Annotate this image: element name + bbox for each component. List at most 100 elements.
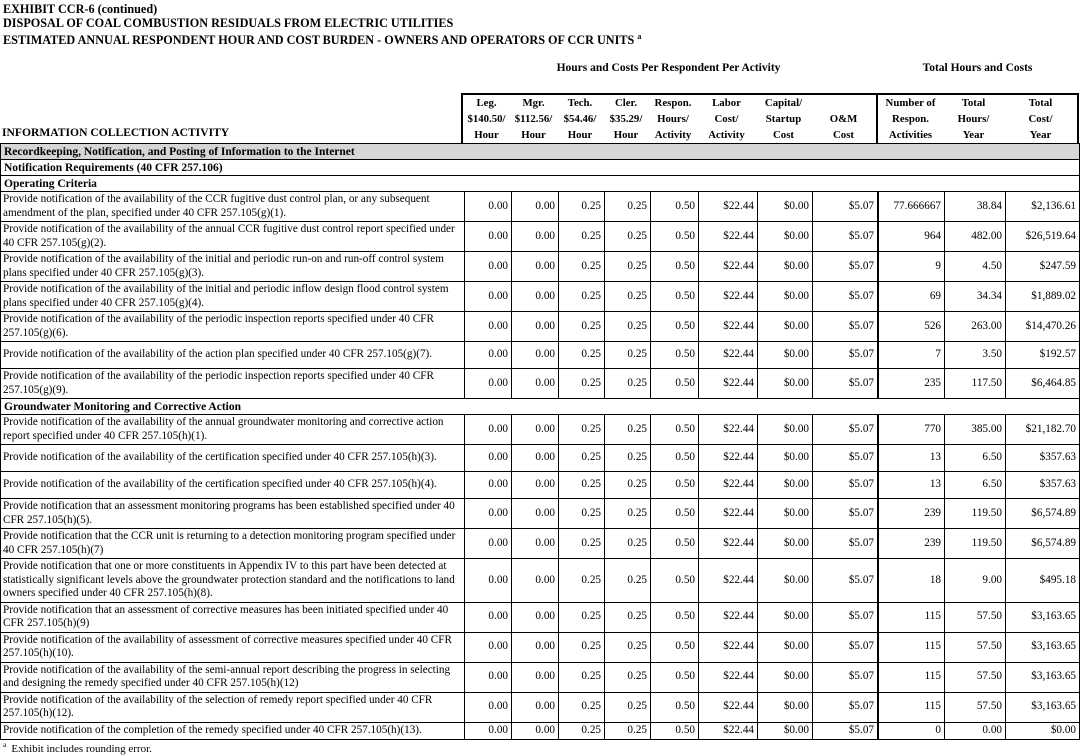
value-cell-capital-startup: $0.00 bbox=[757, 415, 812, 444]
value-cell-total-cost-year: $6,574.89 bbox=[1005, 529, 1079, 558]
value-cell-number-respon-activities: 115 bbox=[877, 632, 944, 662]
document-title: EXHIBIT CCR-6 (continued) DISPOSAL OF CO… bbox=[3, 2, 641, 47]
value-cell-mgr: 0.00 bbox=[511, 499, 558, 528]
value-cell-total-cost-year: $357.63 bbox=[1005, 472, 1079, 498]
value-cell-total-hours-year: 119.50 bbox=[944, 499, 1005, 528]
value-cell-total-cost-year: $357.63 bbox=[1005, 445, 1079, 471]
value-cell-cler: 0.25 bbox=[604, 529, 650, 558]
value-cell-mgr: 0.00 bbox=[511, 692, 558, 722]
value-cell-total-hours-year: 119.50 bbox=[944, 529, 1005, 558]
info-column-header: INFORMATION COLLECTION ACTIVITY bbox=[2, 126, 230, 139]
value-cell-capital-startup: $0.00 bbox=[757, 692, 812, 722]
value-cell-respon-hours: 0.50 bbox=[650, 499, 698, 528]
activity-row: Provide notification that the CCR unit i… bbox=[1, 528, 1079, 558]
group-header-per-activity: Hours and Costs Per Respondent Per Activ… bbox=[556, 62, 781, 74]
section-row: Groundwater Monitoring and Corrective Ac… bbox=[1, 398, 1079, 414]
value-cell-respon-hours: 0.50 bbox=[650, 445, 698, 471]
value-cell-mgr: 0.00 bbox=[511, 472, 558, 498]
value-cell-respon-hours: 0.50 bbox=[650, 192, 698, 221]
value-cell-mgr: 0.00 bbox=[511, 342, 558, 368]
activity-row: Provide notification of the availability… bbox=[1, 471, 1079, 498]
value-cell-number-respon-activities: 18 bbox=[877, 559, 944, 602]
footnote: a Exhibit includes rounding error. bbox=[3, 740, 152, 755]
value-cell-total-hours-year: 385.00 bbox=[944, 415, 1005, 444]
column-header-labor-cost: Labor Cost/Activity bbox=[708, 97, 745, 141]
value-cell-leg: 0.00 bbox=[464, 192, 511, 221]
value-cell-capital-startup: $0.00 bbox=[757, 222, 812, 251]
value-cell-cler: 0.25 bbox=[604, 445, 650, 471]
value-cell-cler: 0.25 bbox=[604, 472, 650, 498]
column-header-box: Leg. $140.50/Hour Mgr. $112.56/Hour Tech. $54… bbox=[461, 93, 1079, 143]
value-cell-leg: 0.00 bbox=[464, 559, 511, 602]
value-cell-leg: 0.00 bbox=[464, 662, 511, 692]
value-cell-cler: 0.25 bbox=[604, 312, 650, 341]
value-cell-tech: 0.25 bbox=[558, 342, 604, 368]
value-cell-capital-startup: $0.00 bbox=[757, 602, 812, 632]
activity-cell: Provide notification that the CCR unit i… bbox=[3, 530, 456, 556]
value-cell-respon-hours: 0.50 bbox=[650, 252, 698, 281]
value-cell-tech: 0.25 bbox=[558, 662, 604, 692]
value-cell-tech: 0.25 bbox=[558, 369, 604, 398]
value-cell-labor-cost: $22.44 bbox=[698, 312, 757, 341]
activity-row: Provide notification of the availability… bbox=[1, 691, 1079, 722]
value-cell-total-cost-year: $1,889.02 bbox=[1005, 282, 1079, 311]
value-cell-tech: 0.25 bbox=[558, 415, 604, 444]
value-cell-number-respon-activities: 0 bbox=[877, 722, 944, 739]
value-cell-mgr: 0.00 bbox=[511, 559, 558, 602]
activity-cell: Provide notification of the availability… bbox=[3, 313, 434, 339]
value-cell-total-hours-year: 6.50 bbox=[944, 445, 1005, 471]
value-cell-respon-hours: 0.50 bbox=[650, 559, 698, 602]
value-cell-mgr: 0.00 bbox=[511, 529, 558, 558]
activity-cell: Provide notification of the availability… bbox=[3, 253, 444, 279]
value-cell-mgr: 0.00 bbox=[511, 192, 558, 221]
value-cell-om-cost: $5.07 bbox=[812, 722, 877, 739]
activity-row: Provide notification of the availability… bbox=[1, 444, 1079, 471]
value-cell-capital-startup: $0.00 bbox=[757, 282, 812, 311]
value-cell-total-cost-year: $3,163.65 bbox=[1005, 692, 1079, 722]
value-cell-om-cost: $5.07 bbox=[812, 602, 877, 632]
value-cell-total-cost-year: $3,163.65 bbox=[1005, 632, 1079, 662]
value-cell-total-hours-year: 57.50 bbox=[944, 662, 1005, 692]
value-cell-cler: 0.25 bbox=[604, 499, 650, 528]
value-cell-respon-hours: 0.50 bbox=[650, 312, 698, 341]
value-cell-total-hours-year: 57.50 bbox=[944, 692, 1005, 722]
column-header-cler: Cler. $35.29/Hour bbox=[609, 97, 643, 141]
section-label: Groundwater Monitoring and Corrective Ac… bbox=[4, 400, 242, 413]
value-cell-total-hours-year: 4.50 bbox=[944, 252, 1005, 281]
value-cell-respon-hours: 0.50 bbox=[650, 529, 698, 558]
activity-row: Provide notification of the availability… bbox=[1, 661, 1079, 692]
value-cell-number-respon-activities: 77.666667 bbox=[877, 192, 944, 221]
value-cell-respon-hours: 0.50 bbox=[650, 602, 698, 632]
value-cell-om-cost: $5.07 bbox=[812, 282, 877, 311]
value-cell-total-cost-year: $6,574.89 bbox=[1005, 499, 1079, 528]
value-cell-total-hours-year: 57.50 bbox=[944, 602, 1005, 632]
value-cell-leg: 0.00 bbox=[464, 369, 511, 398]
activity-row: Provide notification that an assessment … bbox=[1, 601, 1079, 632]
burden-table: Recordkeeping, Notification, and Posting… bbox=[0, 143, 1080, 740]
value-cell-labor-cost: $22.44 bbox=[698, 662, 757, 692]
value-cell-tech: 0.25 bbox=[558, 222, 604, 251]
value-cell-number-respon-activities: 770 bbox=[877, 415, 944, 444]
activity-cell: Provide notification of the availability… bbox=[3, 693, 433, 720]
value-cell-respon-hours: 0.50 bbox=[650, 222, 698, 251]
activity-row: Provide notification of the availability… bbox=[1, 191, 1079, 221]
value-cell-labor-cost: $22.44 bbox=[698, 692, 757, 722]
value-cell-tech: 0.25 bbox=[558, 252, 604, 281]
value-cell-number-respon-activities: 13 bbox=[877, 445, 944, 471]
value-cell-respon-hours: 0.50 bbox=[650, 282, 698, 311]
value-cell-om-cost: $5.07 bbox=[812, 499, 877, 528]
value-cell-cler: 0.25 bbox=[604, 222, 650, 251]
value-cell-tech: 0.25 bbox=[558, 312, 604, 341]
value-cell-labor-cost: $22.44 bbox=[698, 282, 757, 311]
value-cell-labor-cost: $22.44 bbox=[698, 559, 757, 602]
value-cell-capital-startup: $0.00 bbox=[757, 662, 812, 692]
value-cell-total-cost-year: $21,182.70 bbox=[1005, 415, 1079, 444]
value-cell-cler: 0.25 bbox=[604, 282, 650, 311]
value-cell-total-hours-year: 117.50 bbox=[944, 369, 1005, 398]
value-cell-number-respon-activities: 235 bbox=[877, 369, 944, 398]
value-cell-mgr: 0.00 bbox=[511, 222, 558, 251]
value-cell-number-respon-activities: 115 bbox=[877, 602, 944, 632]
value-cell-labor-cost: $22.44 bbox=[698, 369, 757, 398]
column-header-number-respon-activities: Number of Respon. Activities bbox=[876, 95, 943, 143]
value-cell-om-cost: $5.07 bbox=[812, 415, 877, 444]
